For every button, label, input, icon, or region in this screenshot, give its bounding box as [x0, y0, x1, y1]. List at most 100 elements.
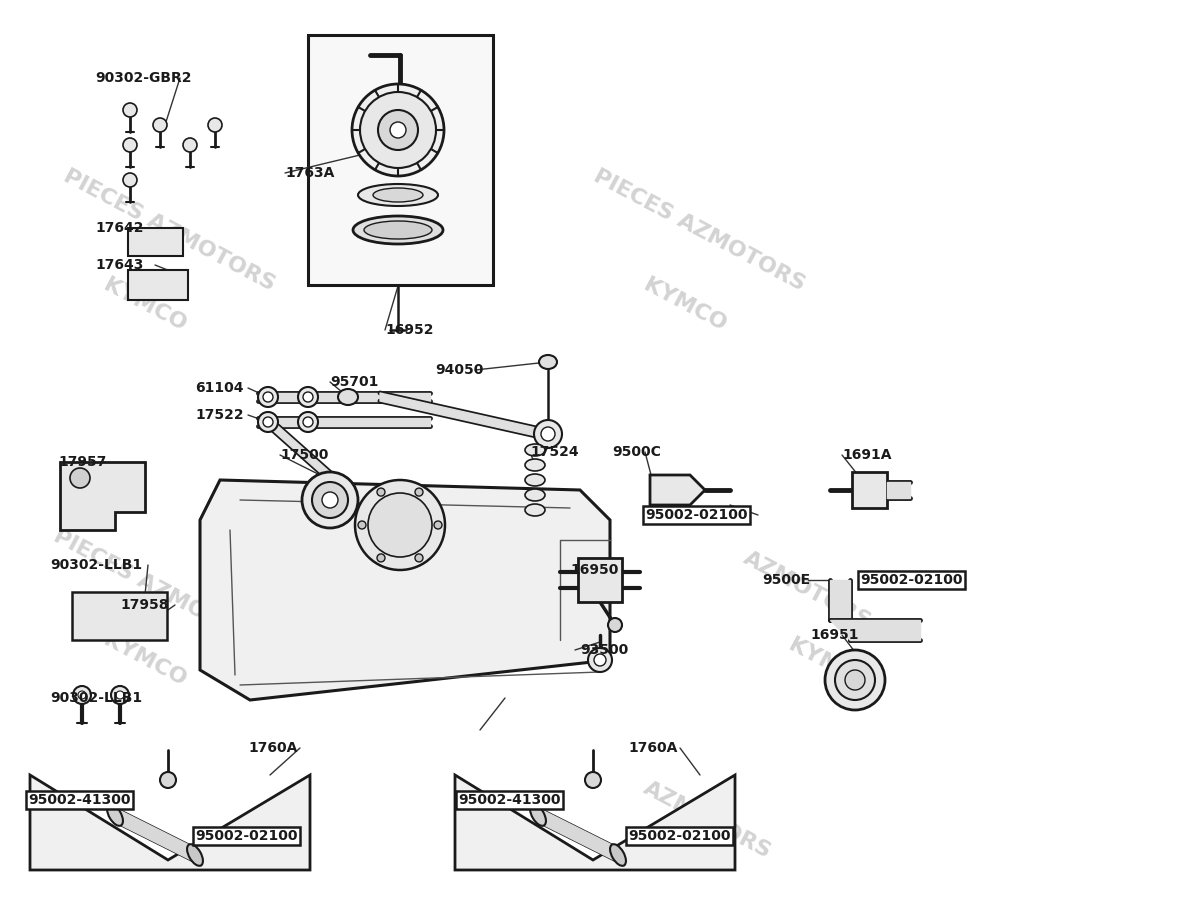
- Circle shape: [124, 138, 137, 152]
- Text: AZMOTORS: AZMOTORS: [640, 778, 774, 862]
- Circle shape: [588, 648, 612, 672]
- Text: KYMCO: KYMCO: [100, 274, 190, 335]
- Polygon shape: [268, 426, 350, 490]
- Ellipse shape: [530, 805, 546, 826]
- Text: 95002-41300: 95002-41300: [458, 793, 560, 807]
- Circle shape: [360, 92, 436, 168]
- Text: PIECES AZMOTORS: PIECES AZMOTORS: [590, 166, 809, 294]
- Circle shape: [78, 691, 86, 699]
- Polygon shape: [30, 775, 310, 870]
- Text: 16952: 16952: [385, 323, 433, 337]
- Text: 17643: 17643: [95, 258, 143, 272]
- Circle shape: [112, 686, 130, 704]
- Polygon shape: [830, 580, 850, 620]
- Text: 9500C: 9500C: [612, 445, 661, 459]
- Circle shape: [352, 84, 444, 176]
- Bar: [578, 558, 622, 602]
- Text: 17958: 17958: [120, 598, 168, 612]
- Text: 1760A: 1760A: [628, 741, 677, 755]
- Text: 95002-02100: 95002-02100: [628, 829, 731, 843]
- Bar: [852, 472, 887, 508]
- Polygon shape: [60, 462, 145, 530]
- Text: 16951: 16951: [810, 628, 858, 642]
- Circle shape: [182, 138, 197, 152]
- Text: 90302-GBR2: 90302-GBR2: [95, 71, 192, 85]
- Polygon shape: [650, 475, 706, 505]
- Text: 95002-02100: 95002-02100: [646, 508, 748, 522]
- Ellipse shape: [353, 216, 443, 244]
- Text: 95002-41300: 95002-41300: [28, 793, 131, 807]
- Circle shape: [302, 417, 313, 427]
- Text: KYMCO: KYMCO: [640, 274, 730, 335]
- Circle shape: [378, 110, 418, 150]
- Text: 17524: 17524: [530, 445, 578, 459]
- Ellipse shape: [373, 188, 424, 202]
- Polygon shape: [532, 805, 624, 865]
- Circle shape: [298, 387, 318, 407]
- Text: 94050: 94050: [436, 363, 484, 377]
- Text: 1760A: 1760A: [248, 741, 298, 755]
- Ellipse shape: [526, 459, 545, 471]
- Circle shape: [845, 670, 865, 690]
- Text: KYMCO: KYMCO: [785, 634, 875, 695]
- Circle shape: [302, 392, 313, 402]
- Circle shape: [835, 660, 875, 700]
- Circle shape: [355, 480, 445, 570]
- Circle shape: [594, 654, 606, 666]
- Polygon shape: [200, 480, 610, 700]
- Circle shape: [263, 417, 274, 427]
- Circle shape: [586, 772, 601, 788]
- Circle shape: [208, 118, 222, 132]
- Ellipse shape: [526, 489, 545, 501]
- Text: 90302-LLB1: 90302-LLB1: [50, 691, 142, 705]
- Polygon shape: [887, 482, 910, 498]
- Ellipse shape: [187, 844, 203, 866]
- Ellipse shape: [338, 389, 358, 405]
- Bar: [128, 228, 182, 256]
- Circle shape: [368, 493, 432, 557]
- Circle shape: [377, 488, 385, 496]
- Text: 17500: 17500: [280, 448, 329, 462]
- Bar: [72, 592, 167, 640]
- Circle shape: [434, 521, 442, 529]
- Circle shape: [258, 387, 278, 407]
- Polygon shape: [455, 775, 734, 870]
- Circle shape: [154, 118, 167, 132]
- Circle shape: [377, 554, 385, 562]
- Circle shape: [608, 618, 622, 632]
- Polygon shape: [830, 620, 920, 640]
- Circle shape: [302, 472, 358, 528]
- Polygon shape: [380, 393, 545, 438]
- Text: 93500: 93500: [580, 643, 629, 657]
- Circle shape: [124, 173, 137, 187]
- Circle shape: [124, 103, 137, 117]
- Ellipse shape: [364, 221, 432, 239]
- Circle shape: [116, 691, 124, 699]
- Ellipse shape: [358, 184, 438, 206]
- Text: 1691A: 1691A: [842, 448, 892, 462]
- Circle shape: [534, 420, 562, 448]
- Ellipse shape: [526, 444, 545, 456]
- Text: 95002-02100: 95002-02100: [194, 829, 298, 843]
- Text: 17642: 17642: [95, 221, 144, 235]
- Text: 61104: 61104: [194, 381, 244, 395]
- Polygon shape: [109, 805, 202, 865]
- Text: AZMOTORS: AZMOTORS: [740, 548, 875, 632]
- Text: KYMCO: KYMCO: [100, 630, 190, 690]
- Circle shape: [298, 412, 318, 432]
- Circle shape: [826, 650, 886, 710]
- Circle shape: [258, 412, 278, 432]
- Text: 9500E: 9500E: [762, 573, 810, 587]
- Circle shape: [358, 521, 366, 529]
- Text: 95002-02100: 95002-02100: [860, 573, 962, 587]
- Circle shape: [390, 122, 406, 138]
- Circle shape: [160, 772, 176, 788]
- Text: 95701: 95701: [330, 375, 378, 389]
- Ellipse shape: [526, 474, 545, 486]
- Text: 17522: 17522: [194, 408, 244, 422]
- Ellipse shape: [107, 805, 122, 826]
- Text: 17957: 17957: [58, 455, 107, 469]
- Bar: [128, 270, 188, 300]
- Circle shape: [312, 482, 348, 518]
- Circle shape: [415, 488, 424, 496]
